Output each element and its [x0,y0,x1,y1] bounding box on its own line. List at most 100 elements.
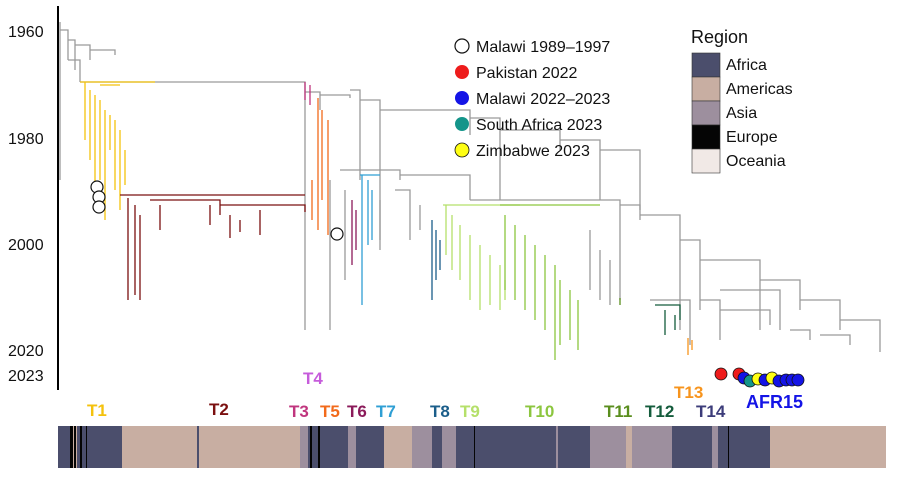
region-legend-item: Africa [691,52,767,78]
region-segment [356,426,384,468]
sample-legend-label: Malawi 2022–2023 [476,91,610,108]
region-swatch-americas [691,76,721,102]
legend-open-circle-icon [454,38,470,54]
clade-label-t3: T3 [289,402,309,421]
clade-t1-branches [80,81,155,220]
region-segment [58,426,70,468]
sample-legend-label: Malawi 1989–1997 [476,39,610,56]
region-legend-label: Asia [726,105,757,122]
y-tick-2020: 2020 [8,343,44,360]
region-legend-label: Africa [726,57,767,74]
y-tick-2023: 2023 [8,368,44,385]
clade-t6-branches [351,200,357,265]
clade-label-t7: T7 [376,402,396,421]
region-legend: Region Africa Americas Asia Europe Ocean… [691,27,793,174]
region-segment [318,426,320,468]
region-legend-item: Americas [691,76,793,102]
y-tick-2000: 2000 [8,237,44,254]
sample-legend-item: South Africa 2023 [455,117,602,134]
region-segment [300,426,308,468]
clade-t2-branches [120,194,306,300]
clade-label-t14: T14 [696,402,726,421]
sample-legend-label: Pakistan 2022 [476,65,578,82]
region-segment [556,426,558,468]
clade-label-t2: T2 [209,400,229,419]
clade-label-t11: T11 [604,402,632,421]
clade-t8-branches [431,220,441,300]
clade-label-t8: T8 [430,402,450,421]
clade-labels: T1 T2 T3 T4 T5 T6 T7 T8 T9 T10 T11 T12 T… [87,369,803,421]
sample-legend-label: Zimbabwe 2023 [476,143,590,160]
region-segment [672,426,712,468]
region-swatch-asia [691,100,721,126]
malawi-1989-1997-markers [90,180,344,241]
region-swatch-africa [691,52,721,78]
region-swatch-europe [691,124,721,150]
region-segment [442,426,456,468]
afr15-sample-cluster [714,367,805,388]
region-segment [348,426,356,468]
legend-teal-circle-icon [455,117,469,131]
region-segment [718,426,770,468]
region-swatch-oceania [691,148,721,174]
region-strip [58,426,886,468]
region-segment [432,426,442,468]
region-segment [632,426,672,468]
sample-legend-item: Zimbabwe 2023 [454,142,590,160]
region-legend-item: Europe [691,124,778,150]
legend-blue-circle-icon [455,91,469,105]
sample-legend: Malawi 1989–1997 Pakistan 2022 Malawi 20… [454,38,610,160]
clade-label-t6: T6 [347,402,367,421]
region-segment [456,426,590,468]
clade-label-t12: T12 [645,402,674,421]
region-segment [70,426,73,468]
region-segment [310,426,312,468]
clade-t3-t4-branches [304,82,311,105]
tree-backbone [59,22,881,352]
malawi-2023-marker [791,373,805,387]
pakistan-2022-marker [714,367,728,381]
clade-t10-branches [500,204,600,360]
y-tick-1980: 1980 [8,131,44,148]
region-legend-item: Oceania [691,148,786,174]
region-segment [728,426,729,468]
clade-label-t10: T10 [525,402,554,421]
region-segment [86,426,87,468]
region-segment [770,426,886,468]
legend-red-circle-icon [455,65,469,79]
sample-legend-item: Malawi 2022–2023 [455,91,610,108]
clade-t12-branches [655,304,681,335]
sample-legend-item: Malawi 1989–1997 [454,38,610,56]
region-segment [308,426,348,468]
clade-label-t1: T1 [87,401,107,420]
malawi-1997-marker [330,227,344,241]
region-segment [197,426,199,468]
region-segment [626,426,632,468]
clade-label-t13: T13 [674,383,703,402]
region-segment [77,426,122,468]
clade-t5-branches [311,98,329,235]
y-tick-1960: 1960 [8,24,44,41]
region-legend-label: Oceania [726,153,786,170]
region-segment [474,426,475,468]
clade-label-t9: T9 [460,402,480,421]
sample-legend-label: South Africa 2023 [476,117,602,134]
phylogenetic-tree [59,22,881,360]
region-segment [74,426,76,468]
clade-t9-branches [443,204,520,310]
clade-label-t5: T5 [320,402,340,421]
region-legend-title: Region [691,27,748,47]
legend-yellow-circle-icon [454,142,470,158]
region-segment [80,426,82,468]
region-legend-item: Asia [691,100,757,126]
sample-legend-item: Pakistan 2022 [455,65,578,82]
region-segment [590,426,626,468]
clade-t7-branches [360,174,380,305]
region-legend-label: Europe [726,129,778,146]
region-segment [412,426,432,468]
region-segment [712,426,718,468]
clade-label-afr15: AFR15 [746,392,803,412]
region-strip-segments [58,426,886,468]
clade-label-t4: T4 [303,369,323,388]
